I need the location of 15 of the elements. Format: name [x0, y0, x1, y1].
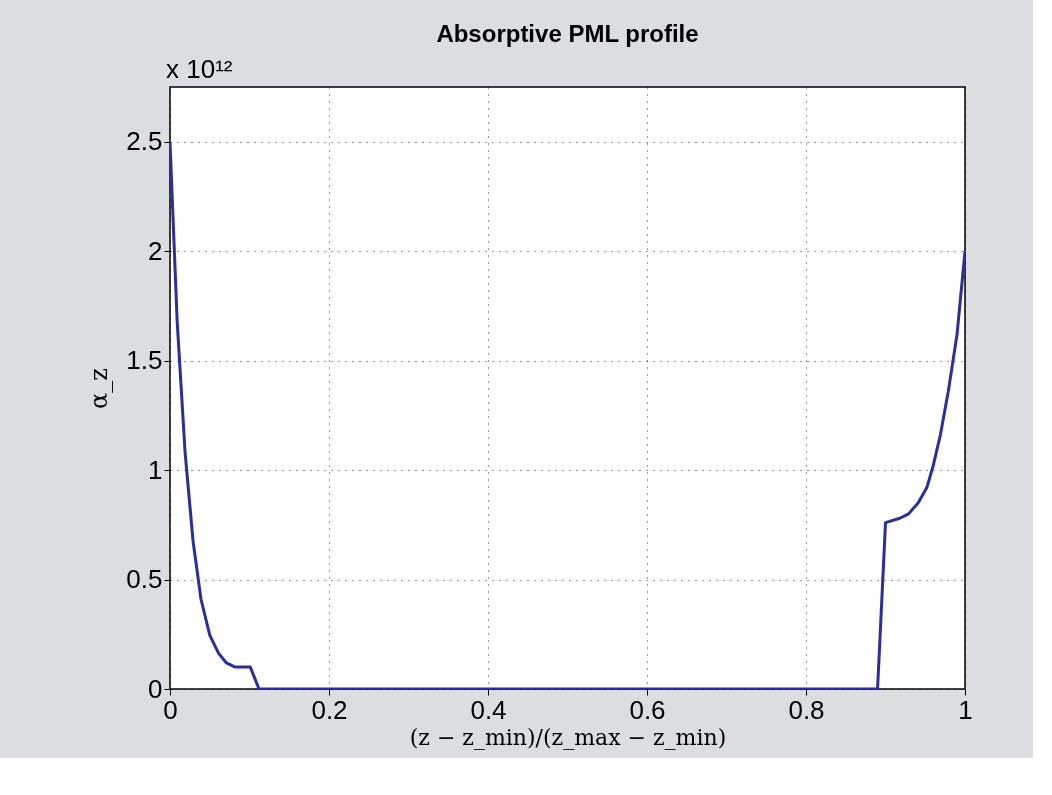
y-tick-label: 2 — [148, 235, 163, 266]
chart-title: Absorptive PML profile — [436, 20, 699, 47]
y-tick-label: 0.5 — [126, 564, 163, 595]
y-axis-title: α_z — [85, 368, 114, 409]
x-tick-label: 0.6 — [629, 694, 666, 725]
y-tick-label: 1.5 — [126, 345, 163, 376]
x-tick-label: 0.4 — [470, 694, 507, 725]
x-tick-label: 0.2 — [311, 694, 348, 725]
x-tick-label: 1 — [958, 694, 973, 725]
text: x 10¹² — [166, 54, 233, 84]
x-tick-label: 0.8 — [788, 694, 825, 725]
x-axis-title: (z − z_min)/(z_max − z_min) — [409, 724, 727, 750]
y-tick-label: 1 — [148, 454, 163, 485]
y-tick-label: 0 — [148, 673, 163, 704]
y-tick-label: 2.5 — [126, 126, 163, 157]
